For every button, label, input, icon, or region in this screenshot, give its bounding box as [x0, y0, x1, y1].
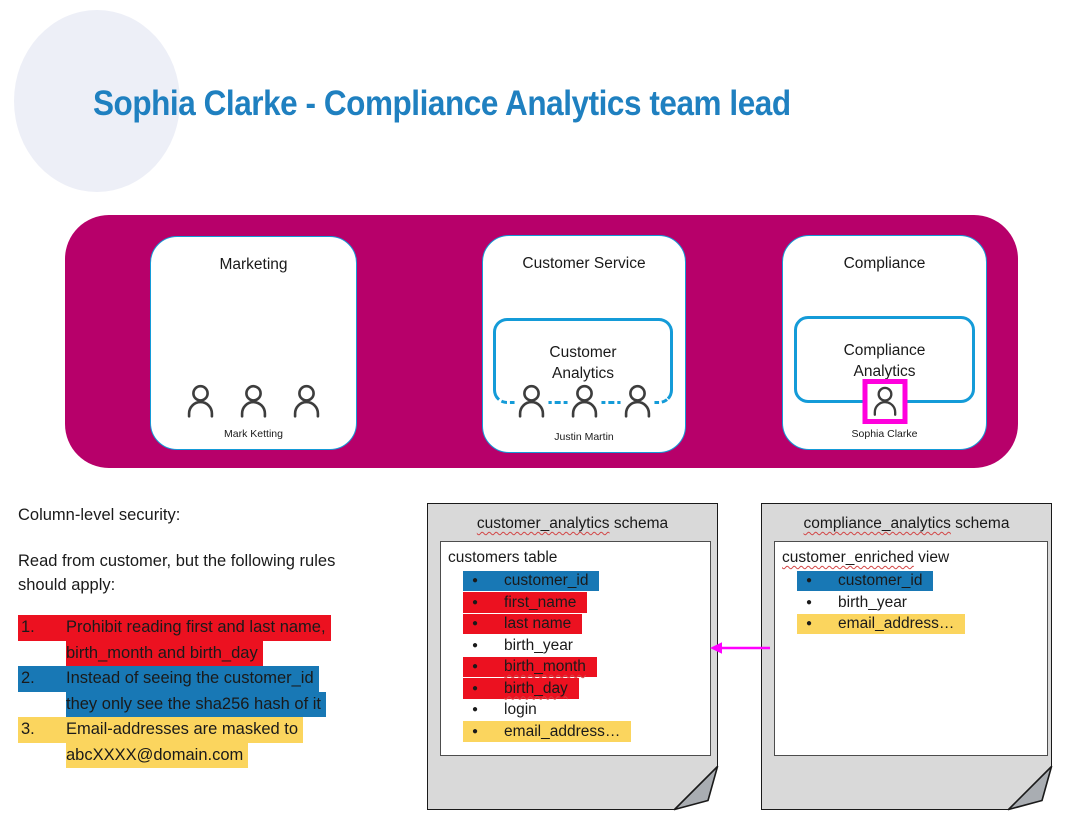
field-row: ● last name	[441, 611, 710, 634]
field-label: birth_month	[504, 658, 586, 675]
field-row: ● email_address…	[441, 719, 710, 742]
field-label: customer_id	[504, 572, 589, 589]
field-label: email_address…	[838, 615, 955, 632]
rule-number: 1.	[21, 618, 35, 636]
page-title: Sophia Clarke - Compliance Analytics tea…	[93, 84, 791, 123]
bullet-icon: ●	[806, 575, 813, 586]
dept-title: Marketing	[219, 256, 288, 273]
bullet-icon: ●	[472, 639, 479, 651]
fold-corner-icon	[1007, 765, 1053, 811]
member-name: Mark Ketting	[224, 428, 283, 440]
field-label: birth_year	[838, 593, 907, 611]
field-label: first_name	[504, 593, 577, 611]
rule-item-3: 3. Email-addresses are masked to abcXXXX@…	[18, 717, 404, 768]
bullet-icon: ●	[806, 618, 813, 629]
rules-intro-line: should apply:	[18, 576, 116, 594]
bullet-icon: ●	[806, 596, 813, 608]
fold-corner-icon	[673, 765, 719, 811]
field-row: ● customer_id	[441, 568, 710, 591]
schema-note-compliance-analytics: compliance_analytics schema customer_enr…	[761, 503, 1053, 811]
field-label: birth_day	[504, 679, 568, 697]
field-label: login	[504, 701, 537, 718]
field-label: customer_id	[838, 572, 923, 589]
view-title: customer_enriched view	[782, 549, 950, 566]
rule-number: 3.	[21, 720, 35, 738]
rule-text: birth_month and birth_day	[66, 640, 263, 666]
note-title: customer_analytics schema	[476, 515, 669, 532]
rule-number: 2.	[21, 669, 35, 687]
rules-list: 1. Prohibit reading first and last name, …	[18, 615, 404, 768]
rule-text: Email-addresses are masked to	[66, 720, 299, 738]
field-row: ● login	[441, 697, 710, 719]
field-label: email_address…	[504, 722, 621, 740]
rule-text: abcXXXX@domain.com	[66, 742, 249, 768]
rule-item-1: 1. Prohibit reading first and last name, …	[18, 615, 404, 666]
table-box: customers table ● customer_id ● first_name…	[440, 541, 711, 756]
team-title: Customer Analytics	[549, 344, 617, 382]
field-row: ● first_name	[441, 590, 710, 613]
note-title: compliance_analytics schema	[803, 515, 1010, 532]
view-box: customer_enriched view ● customer_id ● bir…	[774, 541, 1048, 756]
member-name: Sophia Clarke	[851, 428, 918, 440]
highlight-square	[862, 379, 907, 424]
person-icon	[618, 383, 656, 420]
rule-text: they only see the sha256 hash of it	[66, 691, 327, 717]
field-label: last name	[504, 615, 572, 632]
bullet-icon: ●	[472, 596, 479, 608]
person-icon	[868, 385, 901, 418]
bullet-icon: ●	[472, 682, 479, 694]
person-icon	[512, 383, 550, 420]
bullet-icon: ●	[472, 704, 479, 715]
person-icon	[288, 383, 325, 420]
field-row: ● birth_month	[441, 654, 710, 677]
team-title: Compliance Analytics	[843, 342, 926, 380]
rules-heading: Column-level security:	[18, 506, 181, 524]
link-arrow	[710, 642, 770, 654]
dept-card-customer-service: Customer Service Customer Analytics Just…	[482, 235, 686, 453]
rules-panel: Column-level security: Read from custome…	[18, 503, 404, 768]
field-label: birth_year	[504, 636, 573, 654]
team-members-row	[483, 383, 685, 420]
schema-note-customer-analytics: customer_analytics schema customers tabl…	[427, 503, 719, 811]
bullet-icon: ●	[472, 725, 479, 737]
team-members-row	[151, 383, 356, 420]
rule-text: Instead of seeing the customer_id	[66, 669, 314, 687]
table-title: customers table	[448, 549, 558, 566]
dept-title: Compliance	[843, 255, 926, 272]
dept-card-marketing: Marketing Mark Ketting	[150, 236, 357, 450]
dept-title: Customer Service	[522, 255, 646, 272]
rule-text: Prohibit reading first and last name,	[66, 618, 326, 636]
member-name: Justin Martin	[554, 431, 614, 443]
bullet-icon: ●	[472, 618, 479, 629]
hero-circle	[14, 10, 180, 192]
rule-item-2: 2. Instead of seeing the customer_id they…	[18, 666, 404, 717]
org-banner: Marketing Mark Ketting Customer Service …	[65, 215, 1018, 468]
person-icon	[182, 383, 219, 420]
person-icon	[565, 383, 603, 420]
field-row: ● birth_year	[775, 590, 1047, 612]
dept-card-compliance: Compliance Compliance Analytics Sophia C…	[782, 235, 987, 450]
field-row: ● birth_year	[441, 633, 710, 655]
field-row: ● customer_id	[775, 568, 1047, 591]
person-icon	[235, 383, 272, 420]
bullet-icon: ●	[472, 661, 479, 672]
field-row: ● birth_day	[441, 676, 710, 699]
field-row: ● email_address…	[775, 611, 1047, 634]
rules-intro-line: Read from customer, but the following ru…	[18, 552, 336, 570]
rules-intro: Read from customer, but the following ru…	[18, 549, 404, 597]
bullet-icon: ●	[472, 575, 479, 586]
